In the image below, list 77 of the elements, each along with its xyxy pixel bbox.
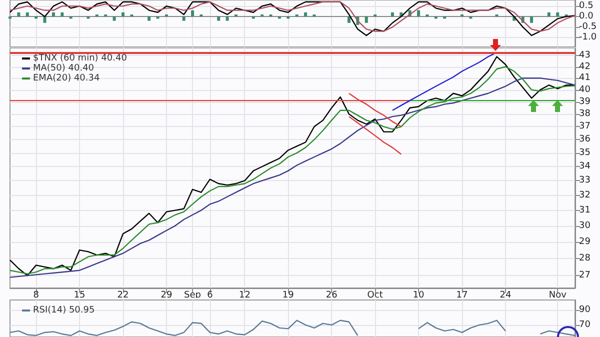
legend-label: RSI(14) 50.95 bbox=[33, 306, 95, 316]
y-tick-label: 33 bbox=[579, 176, 590, 186]
bar bbox=[226, 16, 229, 21]
bar bbox=[60, 12, 64, 17]
x-tick-label: 17 bbox=[456, 290, 468, 300]
x-tick-label: 12 bbox=[238, 290, 250, 300]
bar bbox=[547, 12, 550, 17]
y-tick-label: 35 bbox=[579, 148, 590, 158]
bar bbox=[200, 14, 203, 17]
y-tick-label: 32 bbox=[579, 190, 590, 200]
bar bbox=[182, 16, 186, 21]
y-tick-label: 40 bbox=[579, 84, 591, 95]
x-tick-label: 29 bbox=[160, 290, 172, 300]
bar bbox=[530, 16, 534, 23]
y-tick-label: 0.0 bbox=[579, 12, 594, 22]
bar bbox=[104, 14, 108, 17]
bar bbox=[374, 14, 377, 17]
x-tick-label: 22 bbox=[117, 290, 129, 300]
y-tick-label: 37 bbox=[579, 122, 590, 132]
x-tick-label: 6 bbox=[207, 290, 214, 300]
bar bbox=[26, 12, 29, 17]
y-tick-label: 41 bbox=[579, 73, 590, 84]
x-tick-label: 8 bbox=[33, 290, 40, 300]
y-tick-label: 31 bbox=[579, 205, 590, 216]
y-tick-label: 28 bbox=[579, 253, 591, 264]
y-tick-label: 42 bbox=[579, 62, 590, 72]
bar bbox=[148, 16, 151, 21]
y-tick-label: -0.5 bbox=[579, 22, 597, 32]
x-tick-label: 26 bbox=[326, 290, 338, 300]
bar bbox=[112, 16, 116, 21]
legend-label: MA(50) 40.40 bbox=[33, 64, 94, 74]
x-tick-label: Nov bbox=[548, 290, 568, 300]
bar bbox=[426, 14, 429, 17]
y-tick-label: 39 bbox=[579, 96, 591, 107]
x-tick-label: 19 bbox=[282, 290, 294, 300]
y-tick-label: 38 bbox=[579, 109, 591, 120]
x-tick-label: 24 bbox=[500, 290, 512, 300]
bar bbox=[269, 14, 272, 17]
bar bbox=[191, 10, 194, 17]
legend-label: EMA(20) 40.34 bbox=[33, 74, 100, 84]
x-tick-label: 15 bbox=[74, 290, 86, 300]
bar bbox=[460, 14, 464, 17]
y-tick-label: 0.5 bbox=[579, 1, 594, 12]
y-tick-label: 27 bbox=[579, 270, 590, 281]
bar bbox=[122, 12, 124, 17]
y-tick-label: -1.0 bbox=[579, 32, 597, 43]
bar bbox=[556, 12, 560, 17]
bar bbox=[43, 16, 46, 23]
bar bbox=[312, 14, 316, 17]
y-tick-label: 36 bbox=[579, 134, 591, 145]
bar bbox=[164, 14, 168, 17]
line-series bbox=[392, 52, 498, 111]
y-tick-label: 43 bbox=[579, 50, 590, 61]
y-tick-label: 70 bbox=[579, 320, 591, 330]
bar bbox=[130, 14, 134, 17]
x-tick-label: Oct bbox=[367, 290, 384, 300]
bar bbox=[390, 12, 394, 17]
y-tick-label: 90 bbox=[579, 304, 591, 315]
x-tick-label: 10 bbox=[412, 290, 425, 300]
bar bbox=[304, 12, 308, 17]
bar bbox=[17, 12, 20, 17]
y-tick-label: 30 bbox=[579, 220, 591, 231]
bar bbox=[217, 16, 220, 21]
bar bbox=[52, 12, 55, 17]
y-tick-label: 34 bbox=[579, 162, 591, 172]
bar bbox=[364, 16, 368, 23]
legend-label: $TNX (60 min) 40.40 bbox=[33, 54, 128, 64]
bar bbox=[295, 14, 298, 17]
bar bbox=[495, 14, 498, 17]
line-series bbox=[348, 116, 402, 155]
bar bbox=[417, 10, 420, 17]
bar bbox=[234, 14, 238, 17]
x-tick-label: Sep bbox=[184, 290, 202, 300]
y-tick-label: 29 bbox=[579, 236, 591, 247]
bar bbox=[260, 14, 264, 17]
bar bbox=[95, 14, 98, 17]
bar bbox=[348, 16, 350, 23]
